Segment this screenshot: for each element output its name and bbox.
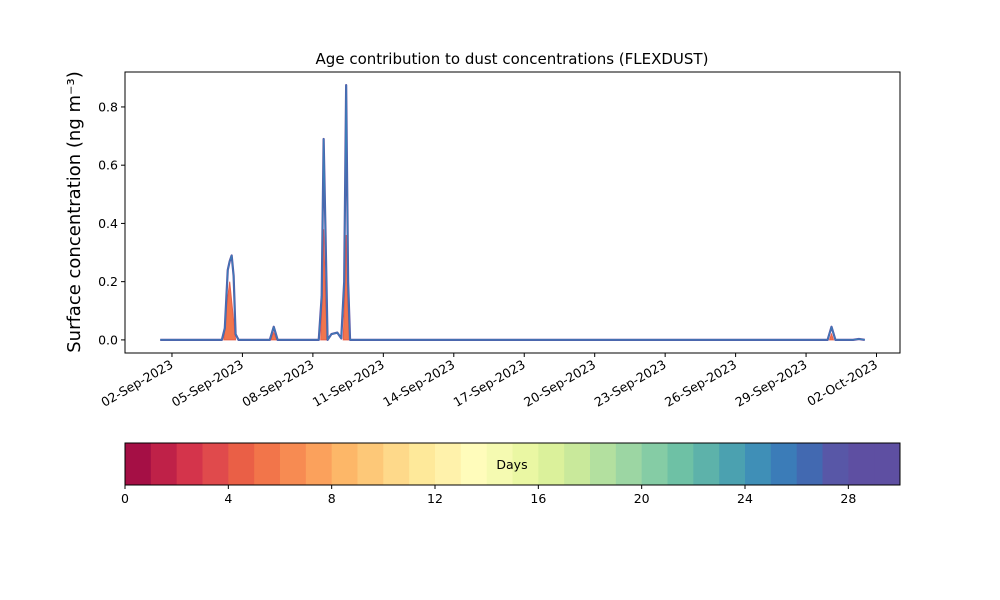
colorbar-ticks: 0 4 8 12 16 20 24 28 — [121, 485, 856, 506]
age-fill-area-1 — [270, 331, 278, 341]
y-axis-ticks: 0.0 0.2 0.4 0.6 0.8 — [98, 99, 125, 347]
x-tick-label: 23-Sep-2023 — [592, 357, 669, 410]
colorbar-segment — [280, 443, 307, 485]
colorbar-segment — [486, 443, 513, 485]
y-axis-label: Surface concentration (ng m⁻³) — [64, 71, 85, 353]
colorbar-segment — [719, 443, 746, 485]
plot-area-frame — [124, 71, 901, 354]
age-fill-area-4 — [828, 332, 835, 341]
y-tick-label: 0.8 — [98, 99, 118, 114]
x-tick-label: 05-Sep-2023 — [169, 357, 246, 410]
colorbar-frame — [124, 442, 901, 486]
total-concentration-line — [160, 83, 865, 341]
total-concentration-line-inner — [160, 84, 865, 341]
x-tick-label: 20-Sep-2023 — [521, 357, 598, 410]
y-tick-label: 0.6 — [98, 158, 118, 173]
colorbar-tick-label: 20 — [634, 491, 650, 506]
x-tick-label: 02-Sep-2023 — [98, 357, 175, 410]
colorbar-segment — [254, 443, 281, 485]
colorbar-label: Days — [496, 457, 527, 472]
colorbar-segment — [693, 443, 720, 485]
colorbar-segment — [435, 443, 462, 485]
x-tick-label: 02-Oct-2023 — [804, 357, 880, 409]
age-colorbar — [124, 442, 901, 486]
colorbar-segment — [150, 443, 178, 485]
x-tick-label: 14-Sep-2023 — [380, 357, 457, 410]
colorbar-tick-label: 24 — [737, 491, 753, 506]
colorbar-segment — [512, 443, 539, 485]
colorbar-segment — [228, 443, 255, 485]
colorbar-segment — [357, 443, 384, 485]
colorbar-tick-label: 12 — [427, 491, 443, 506]
colorbar-segment — [202, 443, 229, 485]
colorbar-segment — [176, 443, 203, 485]
colorbar-segment — [615, 443, 643, 485]
colorbar-segment — [822, 443, 849, 485]
x-tick-label: 11-Sep-2023 — [310, 357, 387, 410]
x-tick-label: 17-Sep-2023 — [451, 357, 528, 410]
y-tick-label: 0.0 — [98, 332, 118, 347]
colorbar-segment — [538, 443, 565, 485]
colorbar-segment — [331, 443, 358, 485]
x-tick-label: 08-Sep-2023 — [239, 357, 316, 410]
colorbar-segment — [305, 443, 333, 485]
colorbar-tick-label: 4 — [224, 491, 232, 506]
colorbar-segment — [770, 443, 798, 485]
colorbar-segment — [745, 443, 772, 485]
colorbar-tick-label: 16 — [530, 491, 546, 506]
colorbar-segment — [848, 443, 875, 485]
colorbar-tick-label: 28 — [840, 491, 856, 506]
colorbar-segment — [590, 443, 617, 485]
colorbar-tick-label: 8 — [328, 491, 336, 506]
y-tick-label: 0.4 — [98, 216, 118, 231]
colorbar-segment — [641, 443, 668, 485]
colorbar-segment — [796, 443, 823, 485]
x-tick-label: 26-Sep-2023 — [662, 357, 739, 410]
colorbar-segment — [564, 443, 591, 485]
chart-title: Age contribution to dust concentrations … — [316, 50, 709, 68]
x-axis-ticks: 02-Sep-202305-Sep-202308-Sep-202311-Sep-… — [98, 353, 880, 410]
colorbar-tick-label: 0 — [121, 491, 129, 506]
age-contribution-fills — [223, 229, 835, 341]
y-tick-label: 0.2 — [98, 274, 118, 289]
colorbar-segment — [874, 443, 901, 485]
total-concentration-line-group — [160, 83, 865, 341]
colorbar-segment — [383, 443, 410, 485]
colorbar-segment — [409, 443, 436, 485]
colorbar-segment — [667, 443, 694, 485]
x-tick-label: 29-Sep-2023 — [733, 357, 810, 410]
colorbar-segment — [460, 443, 488, 485]
colorbar-segment — [125, 443, 152, 485]
